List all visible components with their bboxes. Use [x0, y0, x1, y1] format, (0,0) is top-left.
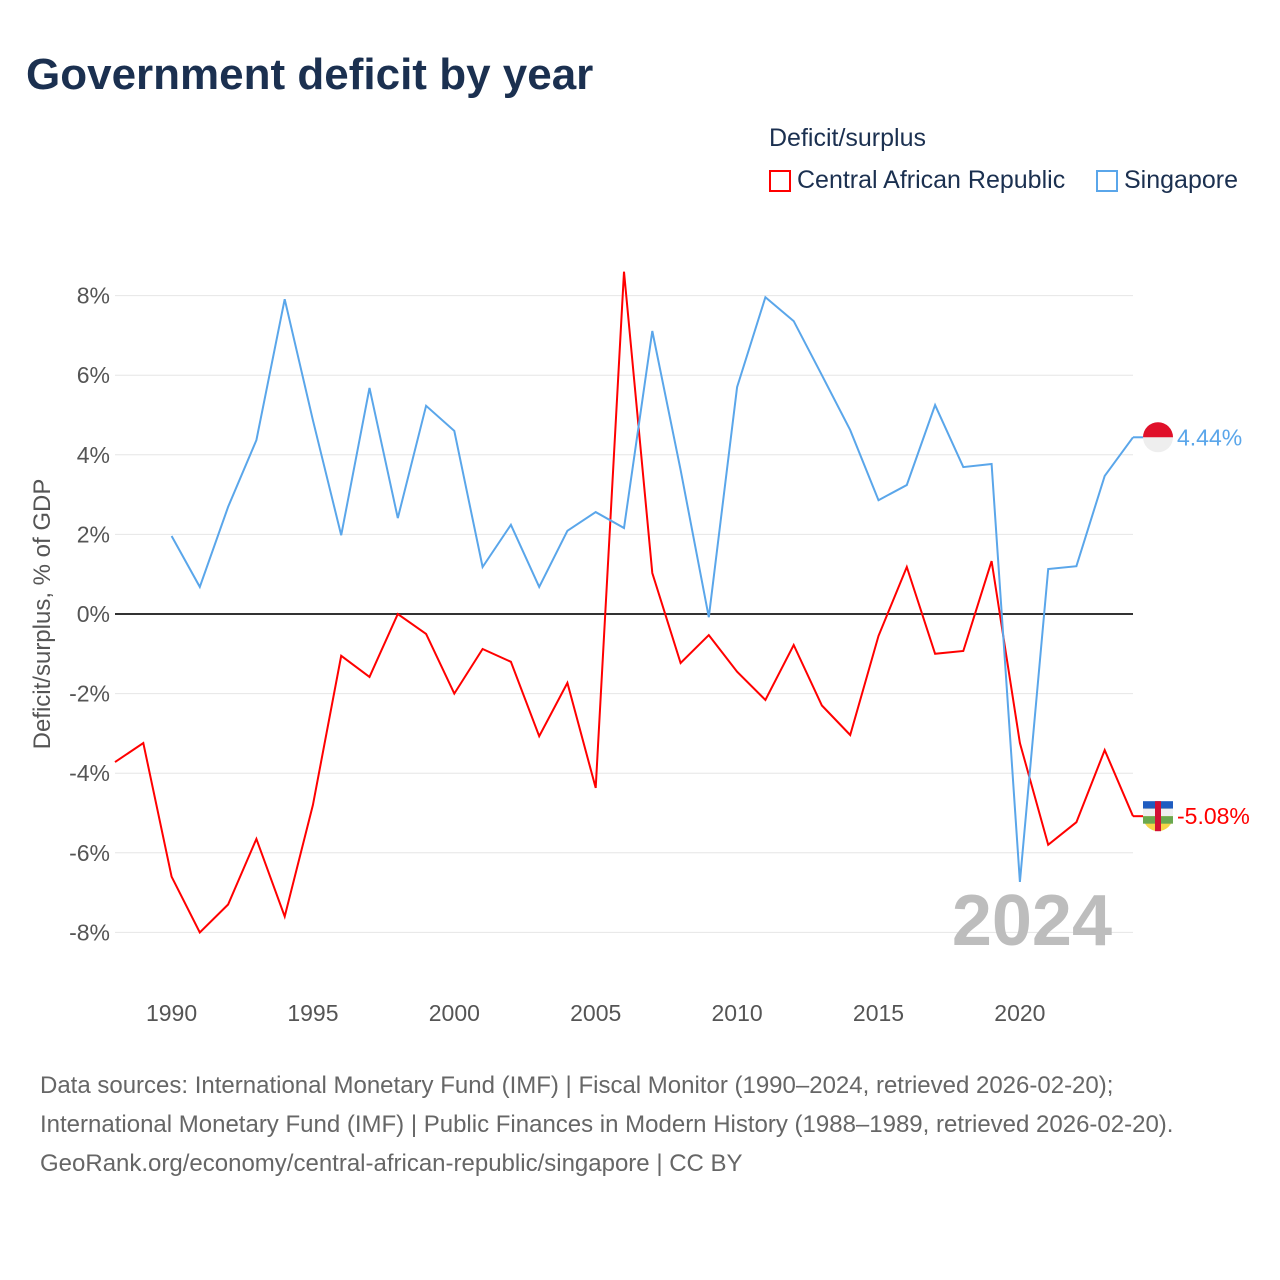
legend-item-singapore[interactable]: Singapore	[1096, 166, 1238, 195]
x-tick-label: 2000	[429, 1000, 480, 1026]
x-tick-label: 2005	[570, 1000, 621, 1026]
y-tick-label: 2%	[77, 521, 110, 547]
y-tick-label: -8%	[69, 919, 110, 945]
chart-area: 8% 6% 4% 2% 0% -2% -4% -6% -8% 1990 1995 2000 2005 20…	[29, 271, 1250, 1026]
y-tick-label: -2%	[69, 681, 110, 707]
y-tick-label: -4%	[69, 760, 110, 786]
chart-title: Government deficit by year	[26, 50, 594, 99]
legend-title: Deficit/surplus	[769, 124, 926, 152]
legend-swatch-singapore	[1096, 169, 1118, 192]
year-label: 2024	[952, 881, 1112, 961]
y-axis-label: Deficit/surplus, % of GDP	[29, 479, 56, 750]
legend-label: Central African Republic	[797, 166, 1066, 194]
singapore-flag-icon	[1143, 422, 1173, 438]
footer: Data sources: International Monetary Fun…	[40, 1066, 1240, 1183]
legend-swatch-car	[769, 169, 791, 192]
y-tick-label: 8%	[77, 283, 110, 309]
legend-label: Singapore	[1124, 166, 1238, 194]
data-sources: Data sources: International Monetary Fun…	[40, 1072, 1174, 1138]
source-link[interactable]: GeoRank.org/economy/central-african-repu…	[40, 1150, 743, 1177]
end-value-label: 4.44%	[1177, 424, 1242, 450]
legend-item-car[interactable]: Central African Republic	[769, 166, 1065, 195]
series-line-car	[114, 271, 1134, 935]
x-tick-label: 1990	[146, 1000, 197, 1026]
y-tick-label: 4%	[77, 442, 110, 468]
y-tick-label: -6%	[69, 840, 110, 866]
x-tick-label: 2015	[853, 1000, 904, 1026]
y-tick-label: 6%	[77, 362, 110, 388]
x-tick-label: 1995	[287, 1000, 338, 1026]
y-tick-label: 0%	[77, 601, 110, 627]
x-tick-label: 2020	[994, 1000, 1045, 1026]
series-line-singapore	[170, 295, 1134, 882]
car-flag-icon	[1155, 801, 1161, 832]
x-tick-label: 2010	[712, 1000, 763, 1026]
end-value-label: -5.08%	[1177, 803, 1250, 829]
